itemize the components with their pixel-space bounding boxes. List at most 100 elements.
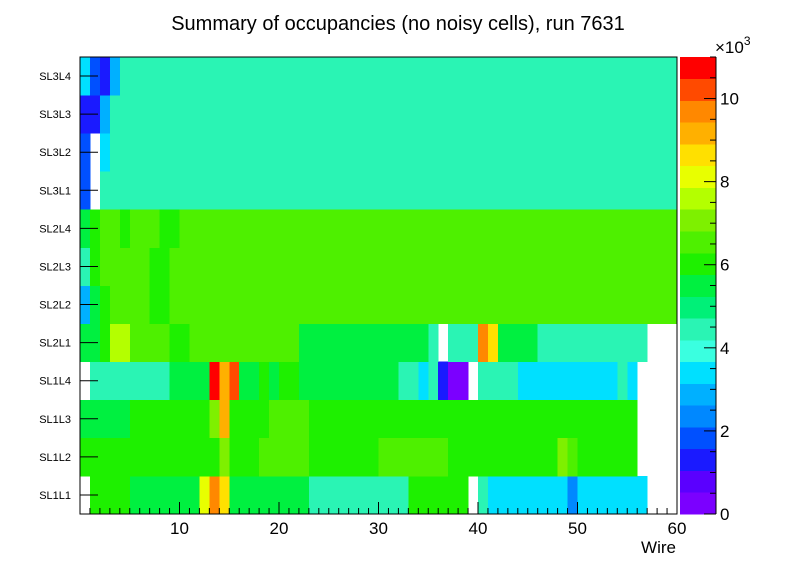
heatmap-cell (627, 399, 638, 439)
heatmap-cell (338, 133, 350, 172)
heatmap-cell (557, 209, 568, 248)
heatmap-cell (398, 437, 409, 477)
heatmap-cell (468, 437, 479, 477)
heatmap-cell (308, 247, 320, 286)
heatmap-cell (517, 209, 529, 248)
heatmap-cell (537, 57, 549, 96)
heatmap-cell (567, 209, 578, 248)
heatmap-cell (577, 399, 588, 439)
heatmap-cell (328, 95, 340, 134)
heatmap-cell (269, 57, 280, 96)
heatmap-cell (517, 285, 529, 324)
heatmap-cell (418, 361, 429, 401)
heatmap-cell (537, 323, 549, 363)
heatmap-cell (657, 95, 668, 134)
heatmap-cell (667, 133, 678, 172)
heatmap-cell (597, 57, 608, 96)
heatmap-cell (448, 95, 459, 134)
heatmap-cell (279, 247, 290, 286)
heatmap-cell (119, 323, 131, 363)
x-tick-label: 40 (469, 519, 488, 538)
heatmap-cell (308, 285, 320, 324)
palette-swatch (680, 339, 716, 363)
heatmap-cell (438, 95, 449, 134)
heatmap-cell (547, 247, 558, 286)
heatmap-cell (577, 95, 588, 134)
heatmap-cell (647, 57, 658, 96)
color-scale-tick-label: 4 (720, 339, 729, 358)
heatmap-cell (408, 361, 419, 401)
y-tick-label: SL2L3 (39, 261, 71, 273)
heatmap-cell (318, 95, 330, 134)
heatmap-cell (468, 57, 479, 96)
heatmap-cell (537, 399, 549, 439)
heatmap-cell (288, 361, 300, 401)
heatmap-cell (239, 323, 250, 363)
heatmap-cell (139, 133, 151, 172)
heatmap-cell (637, 475, 648, 515)
y-tick-label: SL3L1 (39, 185, 71, 197)
heatmap-cell (478, 361, 489, 401)
heatmap-cell (279, 133, 290, 172)
heatmap-cell (438, 285, 449, 324)
heatmap-cell (99, 361, 111, 401)
heatmap-cell (527, 209, 539, 248)
heatmap-cell (448, 133, 459, 172)
color-scale-tick-label: 2 (720, 422, 729, 441)
heatmap-cell (179, 247, 190, 286)
heatmap-cell (318, 285, 330, 324)
heatmap-cell (99, 133, 111, 172)
heatmap-cell (149, 133, 160, 172)
heatmap-cell (139, 475, 151, 515)
heatmap-cell (607, 437, 618, 477)
heatmap-cell (149, 437, 160, 477)
heatmap-cell (259, 209, 270, 248)
heatmap-cell (328, 399, 340, 439)
heatmap-cell (259, 323, 270, 363)
heatmap-cell (378, 209, 389, 248)
heatmap-cell (667, 209, 678, 248)
palette-swatch (680, 231, 716, 254)
heatmap-cell (298, 475, 310, 515)
heatmap-cell (637, 247, 648, 286)
heatmap-cell (109, 437, 121, 477)
heatmap-cell (119, 247, 131, 286)
heatmap-cell (229, 437, 240, 477)
heatmap-cell (288, 209, 300, 248)
heatmap-cell (239, 475, 250, 515)
heatmap-cell (458, 285, 469, 324)
y-tick-label: SL2L2 (39, 300, 71, 312)
heatmap-cell (448, 323, 459, 363)
heatmap-cell (298, 323, 310, 363)
heatmap-cell (338, 247, 350, 286)
heatmap-cell (517, 399, 529, 439)
heatmap-cell (338, 437, 350, 477)
heatmap-cell (298, 247, 310, 286)
heatmap-cell (109, 323, 121, 363)
palette-swatch (680, 448, 716, 471)
heatmap-cell (438, 437, 449, 477)
heatmap-cell (229, 475, 240, 515)
palette-swatch (680, 470, 716, 493)
heatmap-cell (288, 323, 300, 363)
heatmap-cell (468, 399, 479, 439)
heatmap-cell (487, 209, 499, 248)
heatmap-cell (667, 285, 678, 324)
heatmap-cell (388, 95, 399, 134)
heatmap-cell (617, 323, 628, 363)
palette-swatch (680, 187, 716, 210)
heatmap-cell (298, 437, 310, 477)
heatmap-cell (438, 133, 449, 172)
heatmap-cell (657, 133, 668, 172)
heatmap-cell (497, 57, 509, 96)
heatmap-cell (169, 475, 180, 515)
heatmap-cell (478, 399, 489, 439)
heatmap-cell (587, 361, 598, 401)
heatmap-cell (507, 399, 519, 439)
heatmap-cell (517, 247, 529, 286)
heatmap-cell (468, 171, 479, 210)
heatmap-cell (169, 57, 180, 96)
heatmap-cell (487, 247, 499, 286)
